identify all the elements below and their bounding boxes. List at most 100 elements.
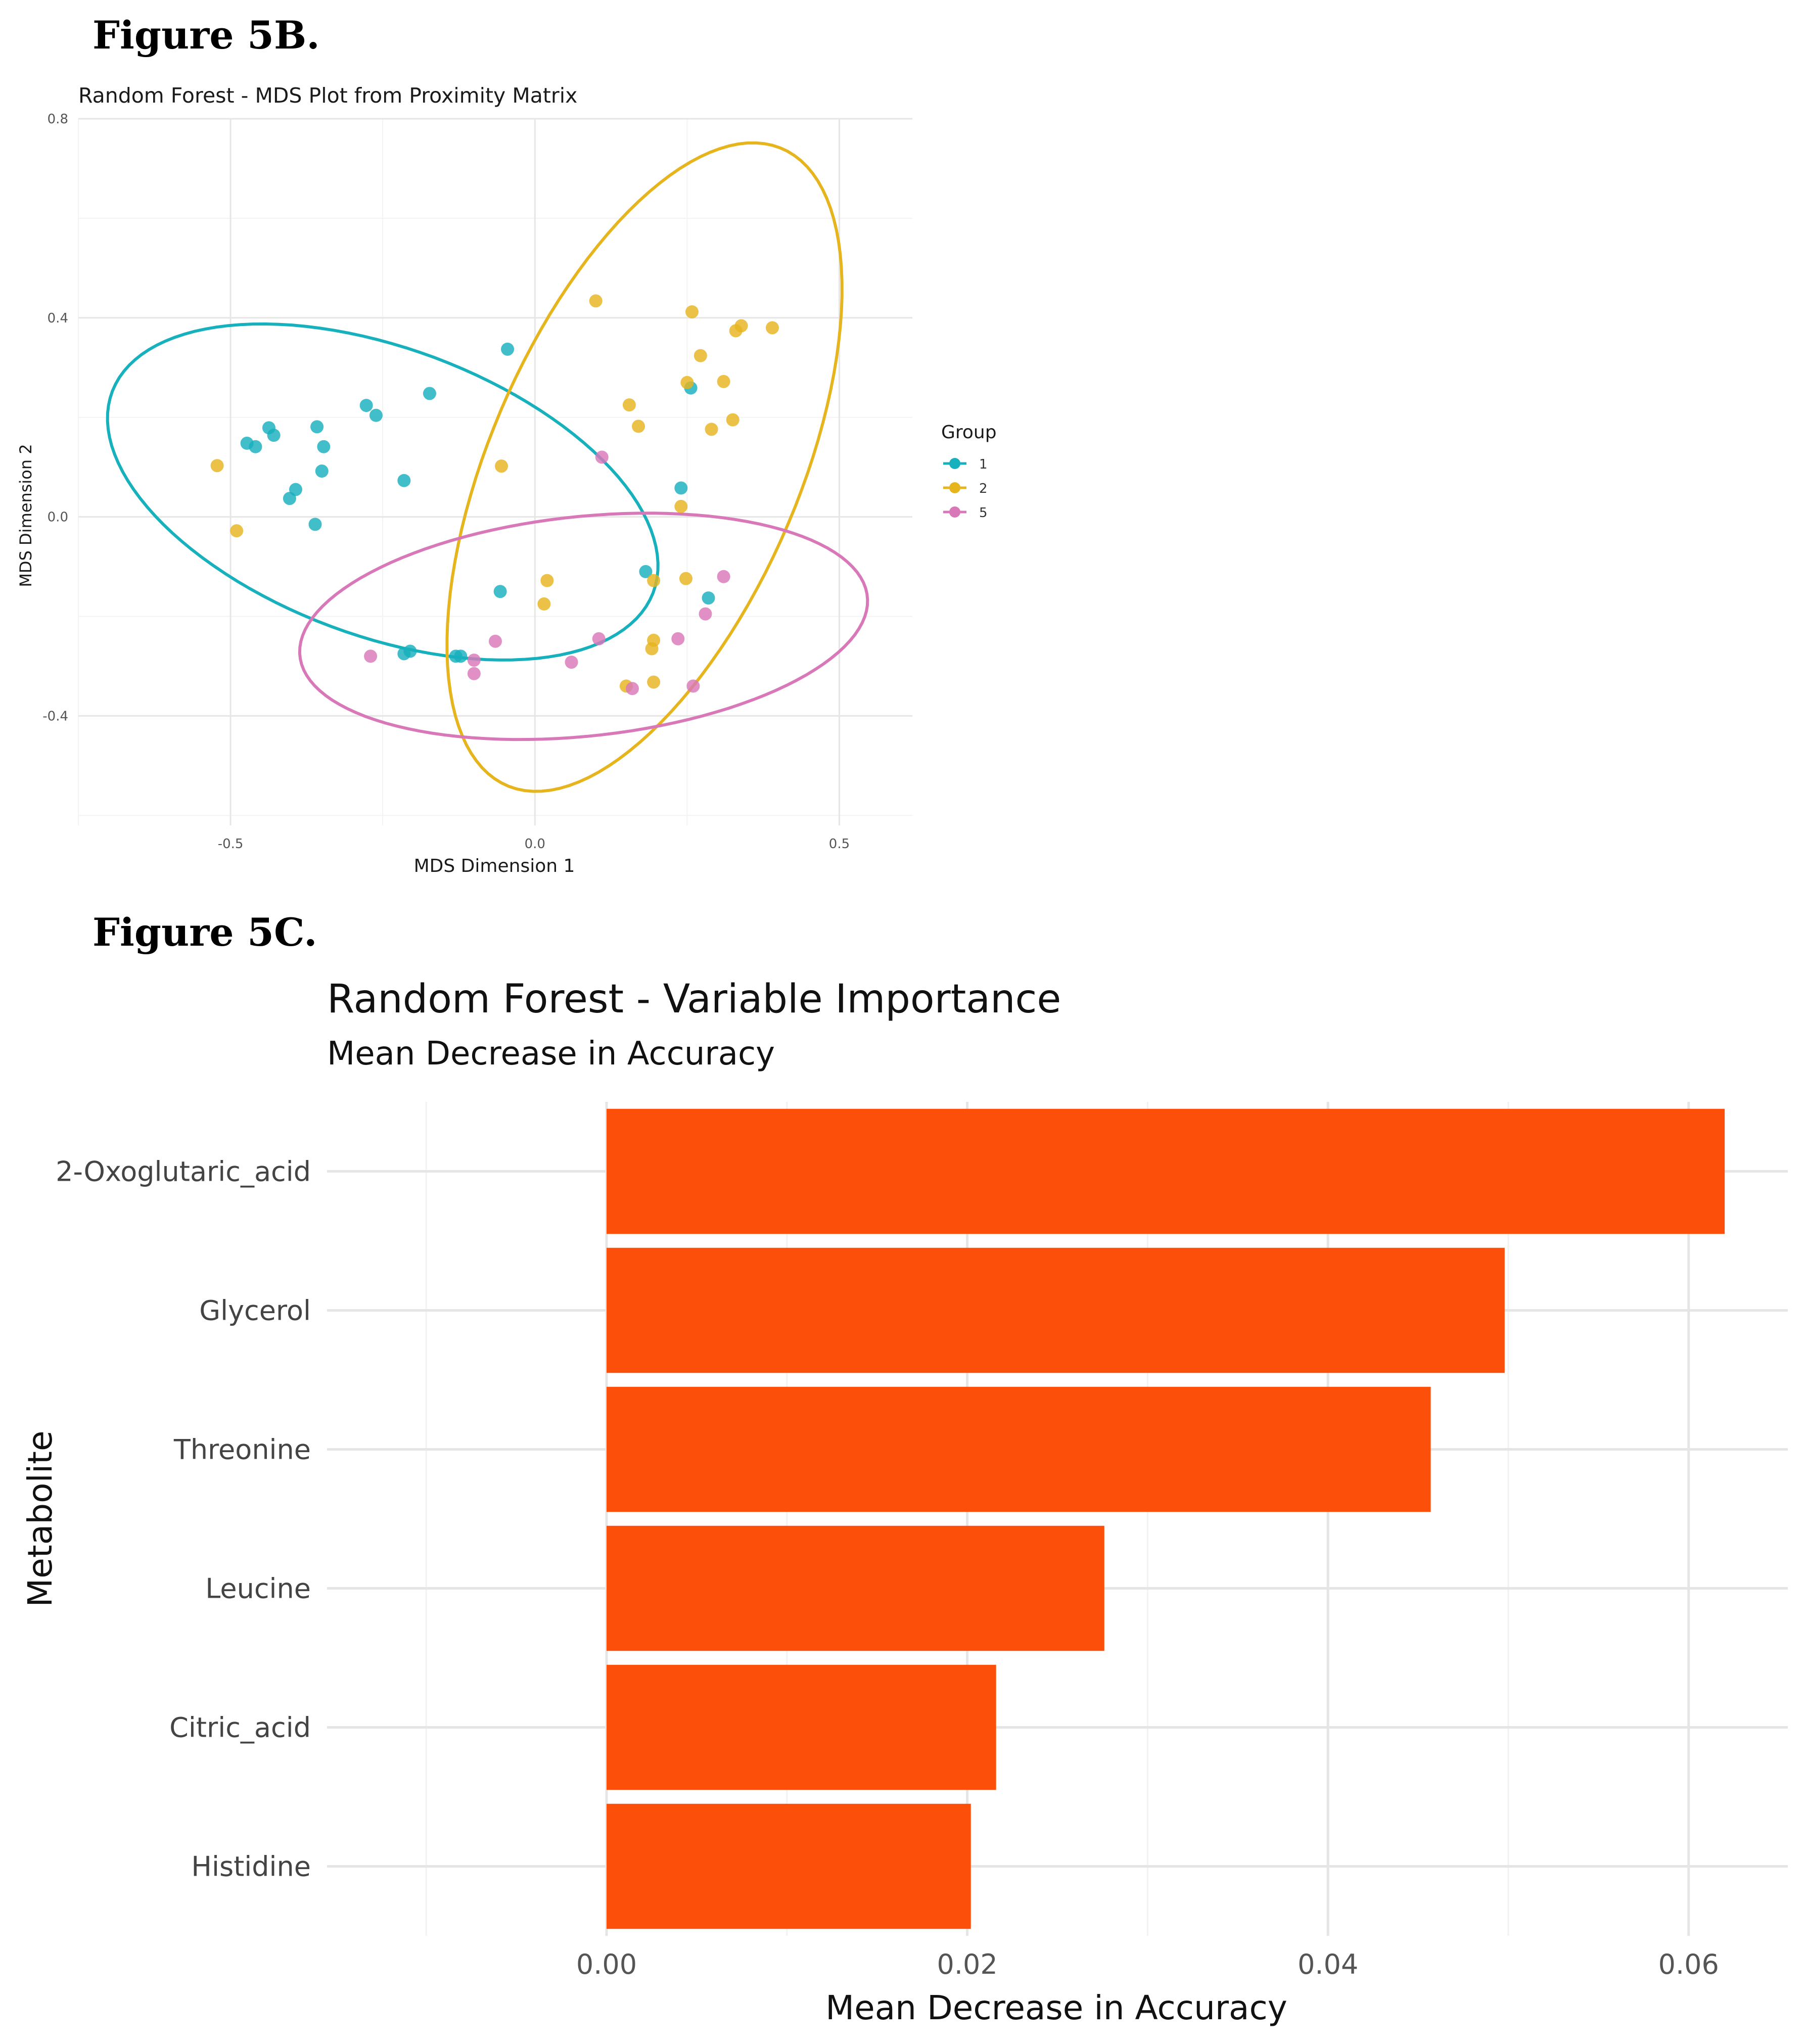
point-group-1 (315, 464, 329, 478)
point-group-5 (699, 607, 712, 621)
point-group-2 (729, 324, 743, 338)
point-group-2 (645, 642, 659, 656)
point-group-2 (693, 349, 707, 362)
bar-category-label: Threonine (173, 1434, 311, 1466)
point-group-1 (702, 591, 715, 605)
legend-label-1: 1 (979, 457, 988, 472)
mds-grid (78, 118, 912, 825)
point-group-2 (210, 459, 224, 473)
point-group-2 (705, 423, 718, 436)
bar-category-label: Citric_acid (169, 1712, 311, 1744)
point-group-1 (317, 440, 331, 453)
mds-tick-labels: -0.5 0.0 0.5 0.8 0.4 0.0 -0.4 (42, 112, 850, 852)
mds-points (210, 294, 779, 695)
mds-scatter-chart: -0.5 0.0 0.5 0.8 0.4 0.0 -0.4 Random Forest - … (16, 83, 997, 876)
point-group-2 (647, 574, 661, 587)
point-group-2 (680, 376, 694, 389)
bar-y-axis-label: Metabolite (21, 1430, 60, 1607)
bar-tick-labels: 0.00 0.02 0.04 0.06 2-Oxoglutaric_acid Glycer… (56, 1156, 1719, 1981)
mds-title: Random Forest - MDS Plot from Proximity … (78, 83, 577, 108)
point-group-2 (495, 459, 508, 473)
point-group-1 (454, 649, 468, 663)
legend-key-point-5 (949, 506, 960, 518)
point-group-5 (671, 632, 685, 645)
ellipse-group-2 (445, 141, 844, 793)
mds-y-axis-label: MDS Dimension 2 (16, 444, 35, 587)
point-group-1 (308, 518, 322, 531)
ellipse-group-5 (298, 512, 869, 741)
bar-category-label: Leucine (205, 1573, 311, 1605)
point-group-5 (565, 656, 578, 669)
point-group-2 (589, 294, 603, 308)
point-group-5 (364, 649, 378, 663)
point-group-1 (674, 481, 688, 495)
bar-Citric_acid (607, 1664, 996, 1790)
legend-key-point-1 (949, 458, 960, 469)
point-group-1 (310, 420, 324, 434)
bar-x-tick-label: 0.04 (1298, 1948, 1358, 1980)
figure-5b-label: Figure 5B. (92, 13, 320, 58)
bar-category-label: 2-Oxoglutaric_acid (56, 1156, 311, 1188)
point-group-1 (249, 440, 262, 453)
point-group-2 (230, 524, 244, 538)
bar-x-tick-label: 0.00 (576, 1948, 637, 1980)
bar-Leucine (607, 1525, 1104, 1651)
point-group-5 (625, 682, 639, 695)
point-group-2 (540, 574, 554, 587)
bar-2-Oxoglutaric_acid (607, 1108, 1725, 1234)
mds-legend: Group 1 2 5 (941, 422, 997, 521)
point-group-1 (501, 342, 515, 356)
point-group-1 (423, 387, 436, 400)
point-group-2 (679, 572, 692, 585)
mds-x-tick-label: -0.5 (218, 837, 244, 852)
legend-title: Group (941, 422, 997, 443)
bar-chart-subtitle: Mean Decrease in Accuracy (327, 1035, 775, 1073)
mds-ellipses (106, 141, 869, 793)
bar-chart-title: Random Forest - Variable Importance (327, 977, 1061, 1022)
point-group-5 (595, 450, 609, 464)
point-group-5 (686, 679, 700, 693)
bar-x-axis-label: Mean Decrease in Accuracy (825, 1988, 1287, 2027)
point-group-5 (467, 667, 481, 680)
bar-category-label: Glycerol (199, 1295, 311, 1327)
legend-label-2: 2 (979, 481, 988, 496)
mds-y-tick-label: 0.0 (48, 510, 68, 525)
point-group-2 (765, 321, 779, 335)
point-group-2 (717, 375, 730, 388)
mds-y-tick-label: 0.4 (48, 311, 68, 326)
point-group-5 (717, 570, 730, 583)
point-group-2 (622, 398, 636, 412)
bar-x-tick-label: 0.06 (1658, 1948, 1719, 1980)
ellipse-group-1 (106, 322, 660, 662)
bar-Glycerol (607, 1247, 1505, 1373)
point-group-5 (467, 654, 481, 667)
bar-x-tick-label: 0.02 (937, 1948, 997, 1980)
point-group-1 (283, 492, 296, 505)
point-group-1 (493, 585, 507, 598)
point-group-5 (489, 634, 502, 648)
point-group-1 (359, 399, 373, 412)
bar-bars (607, 1108, 1725, 1929)
point-group-1 (369, 408, 383, 422)
mds-x-tick-label: 0.5 (829, 837, 850, 852)
variable-importance-bar-chart: 0.00 0.02 0.04 0.06 2-Oxoglutaric_acid Glycer… (21, 977, 1788, 2027)
point-group-5 (592, 632, 606, 645)
legend-label-5: 5 (979, 505, 988, 521)
point-group-2 (674, 499, 688, 513)
bar-category-label: Histidine (191, 1851, 311, 1883)
mds-x-axis-label: MDS Dimension 1 (414, 856, 575, 876)
point-group-2 (685, 305, 699, 318)
point-group-1 (639, 565, 653, 578)
point-group-2 (647, 675, 661, 689)
bar-Histidine (607, 1803, 971, 1929)
point-group-1 (403, 644, 417, 658)
mds-y-tick-label: -0.4 (42, 709, 68, 724)
legend-key-point-2 (949, 482, 960, 493)
point-group-2 (632, 420, 645, 433)
point-group-2 (537, 597, 551, 611)
mds-x-tick-label: 0.0 (525, 837, 545, 852)
point-group-1 (397, 474, 411, 487)
point-group-1 (267, 429, 281, 442)
bar-Threonine (607, 1386, 1431, 1512)
